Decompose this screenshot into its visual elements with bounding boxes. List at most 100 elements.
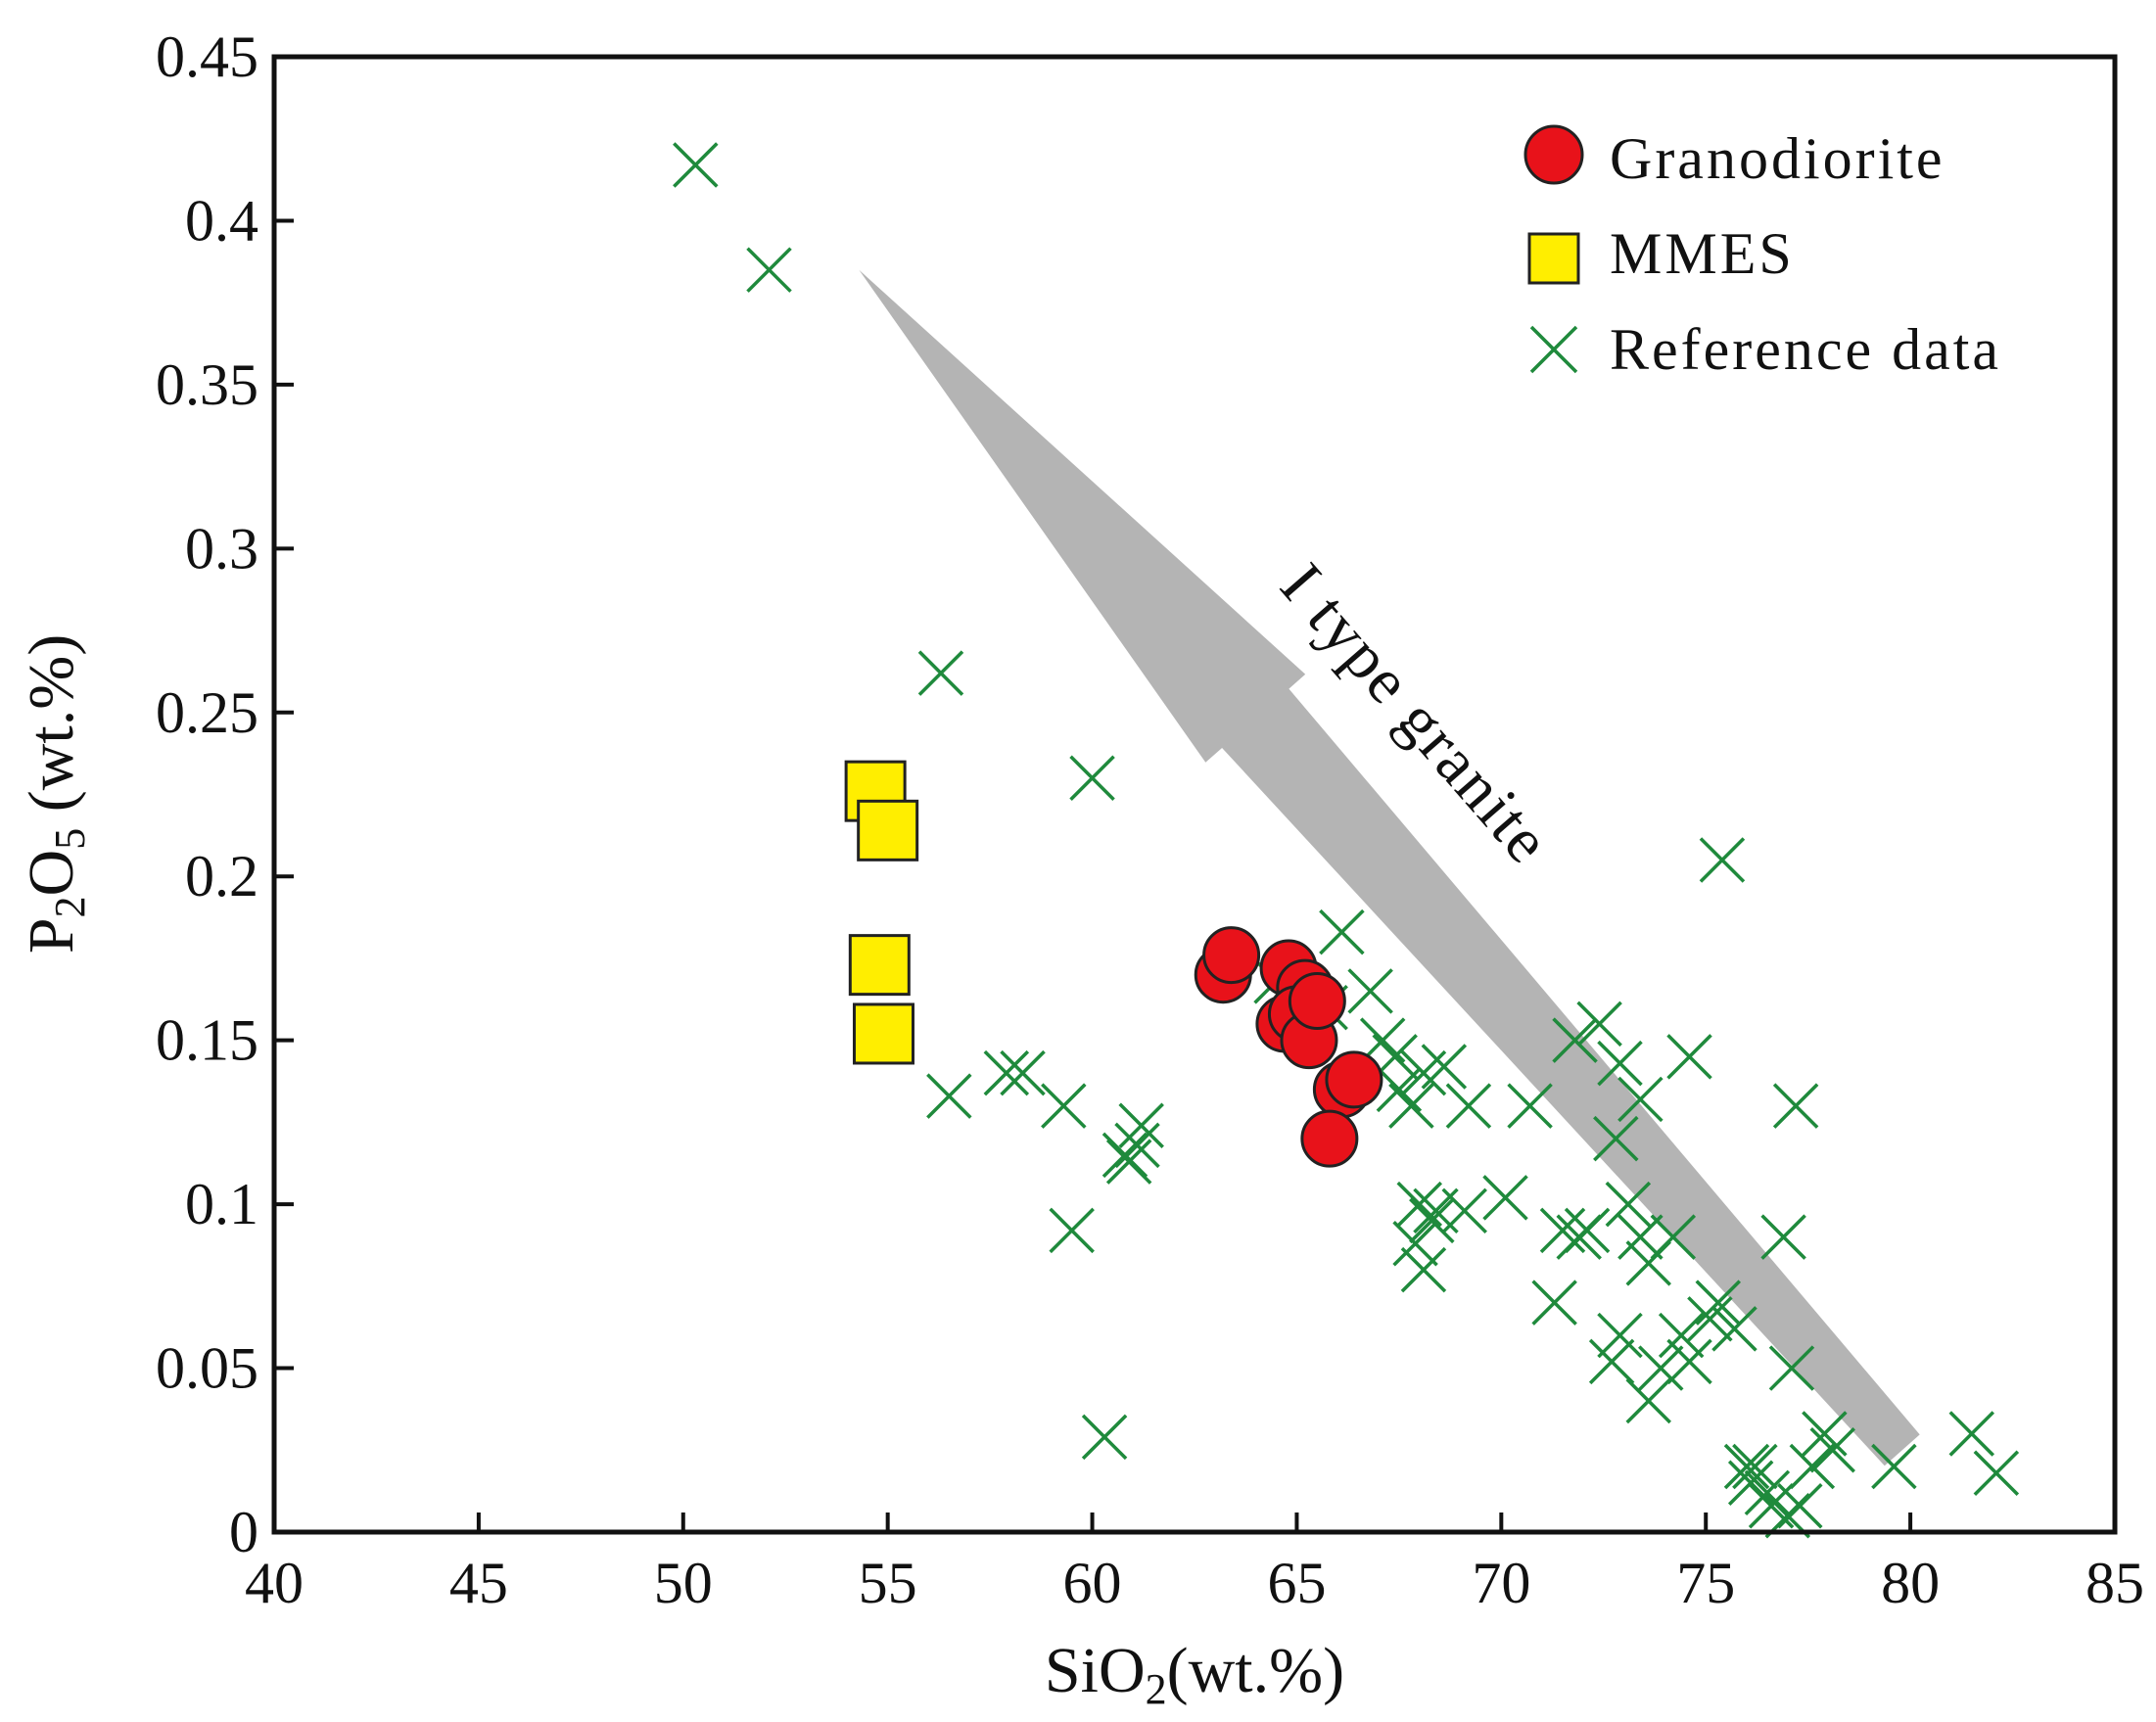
reference-point bbox=[1948, 1411, 1995, 1457]
reference-point bbox=[926, 1073, 972, 1119]
y-tick-label: 0.4 bbox=[185, 188, 258, 253]
reference-point bbox=[1564, 1207, 1611, 1254]
reference-point bbox=[1588, 1338, 1635, 1385]
y-tick-label: 0.45 bbox=[156, 24, 258, 89]
reference-point bbox=[1507, 1083, 1553, 1129]
reference-point bbox=[1871, 1443, 1917, 1490]
reference-point bbox=[1777, 1482, 1823, 1529]
reference-point bbox=[1666, 1034, 1712, 1080]
x-tick-label: 65 bbox=[1267, 1551, 1326, 1615]
reference-point bbox=[1744, 1469, 1791, 1516]
reference-point bbox=[1114, 1122, 1160, 1169]
legend: Granodiorite MMES Reference data bbox=[1523, 124, 2001, 382]
reference-point bbox=[1597, 1040, 1643, 1087]
reference-point bbox=[1392, 1221, 1438, 1267]
legend-reference-label: Reference data bbox=[1610, 317, 2001, 382]
reference-point bbox=[1809, 1427, 1855, 1473]
legend-reference-marker bbox=[1529, 325, 1578, 374]
reference-point bbox=[1772, 1083, 1819, 1129]
reference-point bbox=[1576, 1001, 1622, 1047]
reference-point bbox=[1625, 1377, 1671, 1424]
reference-point bbox=[1789, 1443, 1836, 1490]
x-tick-label: 55 bbox=[859, 1551, 917, 1615]
reference-point bbox=[746, 247, 792, 293]
y-axis-title-o-sub: 5 bbox=[46, 828, 94, 850]
plot-frame bbox=[271, 54, 2118, 1535]
reference-point bbox=[1552, 1017, 1598, 1063]
trend-arrow bbox=[859, 269, 1920, 1466]
reference-point bbox=[1687, 1296, 1733, 1342]
reference-point bbox=[1101, 1132, 1148, 1179]
reference-point bbox=[1421, 1044, 1468, 1090]
reference-point bbox=[1539, 1207, 1586, 1254]
data-marks-layer bbox=[673, 142, 2020, 1539]
reference-point bbox=[1650, 1214, 1697, 1260]
granodiorite-point bbox=[1288, 971, 1346, 1030]
x-axis-title-sub: 2 bbox=[1146, 1665, 1167, 1713]
reference-point bbox=[1069, 755, 1115, 801]
reference-point bbox=[917, 650, 964, 696]
reference-point bbox=[1445, 1083, 1492, 1129]
reference-point bbox=[1319, 908, 1365, 955]
y-tick-label: 0.1 bbox=[185, 1172, 258, 1236]
y-tick-label: 0.3 bbox=[185, 516, 258, 581]
x-tick-label: 75 bbox=[1676, 1551, 1735, 1615]
mmes-point bbox=[848, 934, 911, 997]
reference-point bbox=[1376, 1066, 1423, 1113]
reference-point bbox=[1973, 1450, 2020, 1496]
legend-granodiorite-label: Granodiorite bbox=[1610, 126, 1945, 191]
reference-point bbox=[1105, 1139, 1152, 1185]
x-tick-label: 85 bbox=[2086, 1551, 2144, 1615]
y-tick-label: 0.15 bbox=[156, 1008, 258, 1073]
legend-granodiorite-marker bbox=[1523, 124, 1584, 185]
reference-point bbox=[1441, 1187, 1487, 1234]
reference-point bbox=[1400, 1246, 1447, 1293]
reference-point bbox=[1617, 1076, 1664, 1123]
reference-point bbox=[1658, 1312, 1705, 1359]
y-tick-label: 0.25 bbox=[156, 680, 258, 745]
reference-point bbox=[1081, 1414, 1128, 1461]
y-axis-title-p-sub: 2 bbox=[46, 896, 94, 917]
y-axis-title: P2O5 (wt.%) bbox=[16, 634, 94, 954]
x-axis-title-unit: (wt.%) bbox=[1167, 1635, 1344, 1706]
x-axis: 40 45 50 55 60 65 70 75 80 85 bbox=[245, 1513, 2144, 1615]
reference-point bbox=[1727, 1460, 1774, 1507]
reference-point bbox=[1118, 1102, 1164, 1148]
legend-mmes-marker bbox=[1527, 232, 1580, 285]
reference-point bbox=[1041, 1083, 1087, 1129]
granodiorite-point bbox=[1202, 926, 1261, 985]
x-tick-label: 70 bbox=[1472, 1551, 1530, 1615]
y-tick-label: 0 bbox=[229, 1500, 258, 1564]
mmes-point bbox=[852, 1002, 914, 1065]
mmes-point bbox=[857, 799, 919, 861]
x-tick-label: 80 bbox=[1881, 1551, 1940, 1615]
y-tick-label: 0.2 bbox=[185, 844, 258, 908]
reference-point bbox=[1638, 1345, 1684, 1391]
reference-point bbox=[1482, 1175, 1528, 1221]
granodiorite-point bbox=[1300, 1109, 1359, 1168]
reference-point bbox=[1711, 1306, 1758, 1352]
y-tick-label: 0.05 bbox=[156, 1336, 258, 1401]
y-axis-title-unit: (wt.%) bbox=[16, 634, 87, 828]
reference-point bbox=[1000, 1049, 1046, 1096]
reference-point bbox=[1531, 1280, 1577, 1326]
trend-arrow-layer bbox=[859, 269, 1920, 1466]
reference-point bbox=[1597, 1312, 1643, 1359]
x-tick-label: 45 bbox=[449, 1551, 508, 1615]
x-axis-title: SiO2(wt.%) bbox=[1045, 1635, 1344, 1713]
y-axis: 0 0.05 0.1 0.15 0.2 0.25 0.3 0.35 0.4 0.45 bbox=[156, 24, 294, 1564]
reference-point bbox=[1605, 1181, 1652, 1228]
reference-point bbox=[1768, 1345, 1815, 1391]
reference-point bbox=[1409, 1197, 1455, 1244]
reference-point bbox=[1760, 1214, 1806, 1260]
y-tick-label: 0.35 bbox=[156, 352, 258, 417]
reference-point bbox=[1802, 1411, 1848, 1457]
y-axis-title-o: O bbox=[16, 850, 87, 897]
reference-point bbox=[1699, 837, 1746, 883]
reference-point bbox=[1723, 1443, 1770, 1490]
y-axis-title-p: P bbox=[16, 917, 87, 954]
x-tick-label: 50 bbox=[654, 1551, 713, 1615]
reference-point bbox=[1666, 1338, 1712, 1385]
reference-point bbox=[1617, 1214, 1664, 1260]
